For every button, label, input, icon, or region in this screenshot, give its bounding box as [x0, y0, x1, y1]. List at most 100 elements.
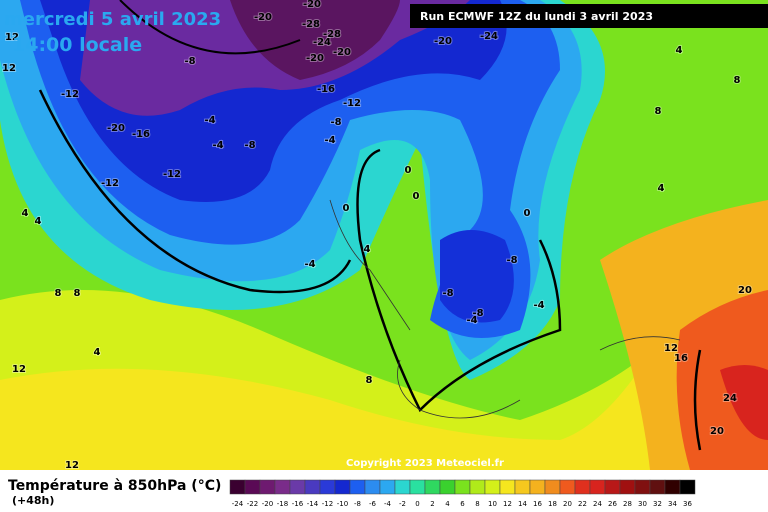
colorbar-label: 2: [430, 500, 434, 508]
contour-label: 0: [413, 191, 420, 202]
contour-label: -4: [533, 300, 544, 311]
colorbar-swatch: [679, 479, 696, 495]
contour-label: -12: [61, 89, 79, 100]
colorbar-label: 28: [623, 500, 632, 508]
colorbar-label: 4: [445, 500, 450, 508]
contour-label: -16: [132, 129, 150, 140]
contour-label: 4: [364, 244, 371, 255]
colorbar-swatch: [334, 479, 351, 495]
colorbar-label: -16: [292, 500, 304, 508]
colorbar-label: -24: [232, 500, 244, 508]
contour-label: -24: [480, 31, 498, 42]
colorbar-label: -12: [322, 500, 333, 508]
contour-label: -8: [244, 140, 255, 151]
contour-label: -16: [317, 84, 335, 95]
contour-label: 12: [65, 460, 79, 471]
colorbar-swatch: [289, 479, 306, 495]
contour-label: 4: [94, 347, 101, 358]
colorbar-swatch: [379, 479, 396, 495]
colorbar-swatch: [589, 479, 606, 495]
colorbar-label: 8: [475, 500, 479, 508]
colorbar-swatch: [454, 479, 471, 495]
contour-label: -28: [302, 19, 320, 30]
colorbar-label: -8: [354, 500, 361, 508]
contour-label: 8: [74, 288, 81, 299]
contour-label: 0: [343, 203, 350, 214]
contour-label: -4: [304, 259, 315, 270]
contour-label: -24: [313, 37, 331, 48]
contour-label: -12: [163, 169, 181, 180]
contour-label: 20: [710, 426, 724, 437]
lead-time: (+48h): [12, 494, 54, 507]
contour-label: 12: [2, 63, 16, 74]
contour-label: 4: [35, 216, 42, 227]
colorbar-label: 10: [488, 500, 497, 508]
contour-label: -20: [303, 0, 321, 10]
contour-label: -20: [333, 47, 351, 58]
contour-label: 12: [5, 32, 19, 43]
colorbar-label: 26: [608, 500, 617, 508]
colorbar-swatch: [664, 479, 681, 495]
contour-label: -20: [434, 36, 452, 47]
contour-label: 8: [55, 288, 62, 299]
contour-label: 8: [366, 375, 373, 386]
colorbar-swatch: [259, 479, 276, 495]
time-label: 14:00 locale: [12, 34, 142, 56]
colorbar-swatch: [274, 479, 291, 495]
contour-label: 4: [676, 45, 683, 56]
colorbar-swatch: [634, 479, 651, 495]
colorbar-label: 12: [503, 500, 512, 508]
colorbar-swatch: [424, 479, 441, 495]
colorbar-swatch: [619, 479, 636, 495]
colorbar-label: 0: [415, 500, 419, 508]
colorbar-swatch: [514, 479, 531, 495]
contour-label: -8: [442, 288, 453, 299]
contour-label: -4: [324, 135, 335, 146]
date-label: mercredi 5 avril 2023: [4, 9, 221, 30]
map: -20-20-28-28-24-20-20-16-12-8-4-8-12-20-…: [0, 0, 768, 471]
legend-title: Température à 850hPa (°C): [8, 478, 221, 494]
colorbar-label: 18: [548, 500, 557, 508]
colorbar-label: 30: [638, 500, 647, 508]
contour-label: -20: [107, 123, 125, 134]
colorbar-swatch: [304, 479, 321, 495]
colorbar-label: 22: [578, 500, 587, 508]
contour-label: 24: [723, 393, 737, 404]
contour-label: 4: [658, 183, 665, 194]
colorbar-label: -14: [307, 500, 319, 508]
colorbar-label: 16: [533, 500, 542, 508]
contour-label: 0: [405, 165, 412, 176]
colorbar-label: 24: [593, 500, 602, 508]
colorbar-label: 6: [460, 500, 465, 508]
contour-label: -12: [343, 98, 361, 109]
colorbar-swatch: [349, 479, 366, 495]
contour-label: -20: [306, 53, 324, 64]
contour-labels: -20-20-28-28-24-20-20-16-12-8-4-8-12-20-…: [1, 0, 753, 471]
colorbar-label: -22: [247, 500, 258, 508]
colorbar-label: -18: [277, 500, 288, 508]
colorbar-swatch: [559, 479, 576, 495]
colorbar-label: -4: [384, 500, 392, 508]
contour-label: -4: [466, 315, 477, 326]
colorbar-label: 14: [518, 500, 527, 508]
colorbar-swatch: [469, 479, 486, 495]
colorbar-swatch: [244, 479, 261, 495]
contour-label: -8: [330, 117, 341, 128]
contour-label: -12: [101, 178, 119, 189]
colorbar-swatch: [439, 479, 456, 495]
contour-label: -20: [254, 12, 272, 23]
run-label: Run ECMWF 12Z du lundi 3 avril 2023: [420, 10, 653, 23]
contour-label: -4: [204, 115, 215, 126]
contour-label: 12: [664, 343, 678, 354]
colorbar-label: -10: [337, 500, 348, 508]
contour-label: -8: [506, 255, 517, 266]
run-banner: [410, 4, 768, 28]
colorbar-swatch: [499, 479, 516, 495]
colorbar-swatch: [409, 479, 426, 495]
colorbar-swatch: [649, 479, 666, 495]
colorbar-label: 34: [668, 500, 677, 508]
contour-label: 20: [738, 285, 752, 296]
colorbar-swatch: [364, 479, 381, 495]
colorbar-swatch: [484, 479, 501, 495]
